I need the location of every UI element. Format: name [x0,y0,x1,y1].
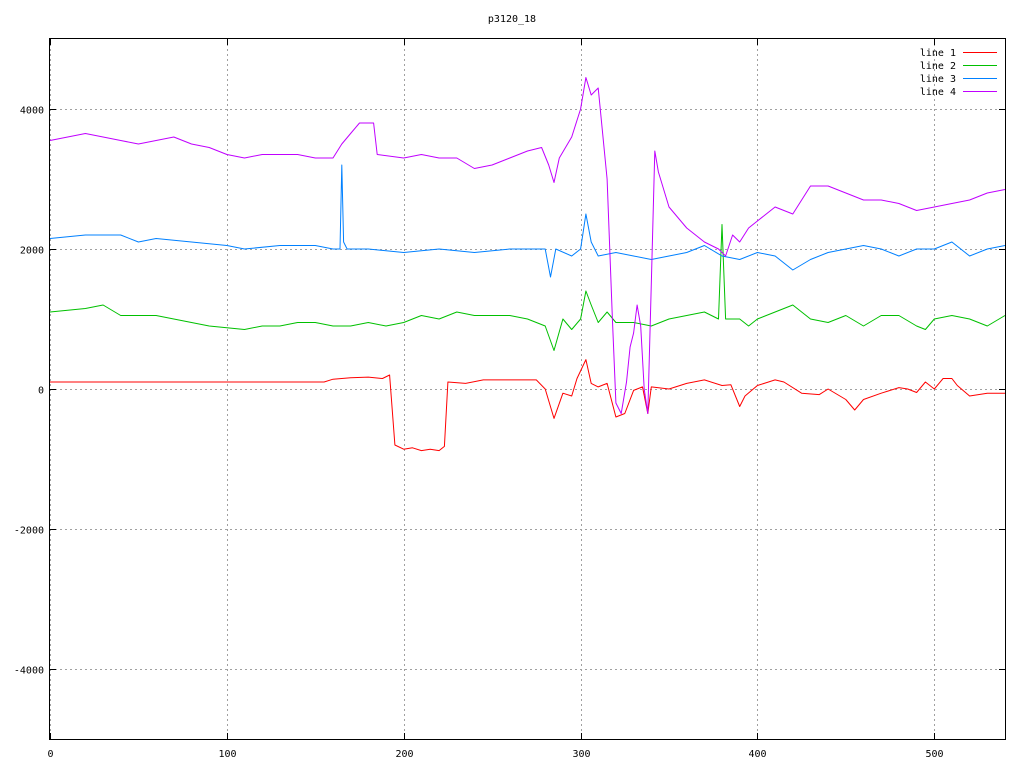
legend-label: line 1 [920,48,956,59]
series-layer [49,77,1006,452]
legend-label: line 4 [920,87,956,98]
series-line-4 [49,77,1006,414]
x-tick-label: 100 [218,749,236,760]
series-line-3 [49,164,1006,278]
x-tick-label: 400 [748,749,766,760]
series-line-2 [49,224,1006,351]
x-tick-label: 0 [47,749,53,760]
legend: line 1 line 2 line 3 line 4 [920,48,997,98]
legend-label: line 2 [920,61,956,72]
y-tick-label: 0 [38,386,44,397]
plot-frame [49,38,1006,740]
chart-title: p3120_18 [488,14,536,25]
y-tick-label: -4000 [14,666,44,677]
x-tick-label: 500 [925,749,943,760]
legend-label: line 3 [920,74,956,85]
series-line-1 [50,359,1005,452]
y-tick-label: -2000 [14,526,44,537]
y-tick-label: 2000 [20,246,44,257]
x-tick-label: 200 [395,749,413,760]
y-tick-label: 4000 [20,106,44,117]
axis-ticks: 0 100 200 300 400 500 -4000 -2000 0 2000 4000 [14,39,1005,760]
x-tick-label: 300 [572,749,590,760]
